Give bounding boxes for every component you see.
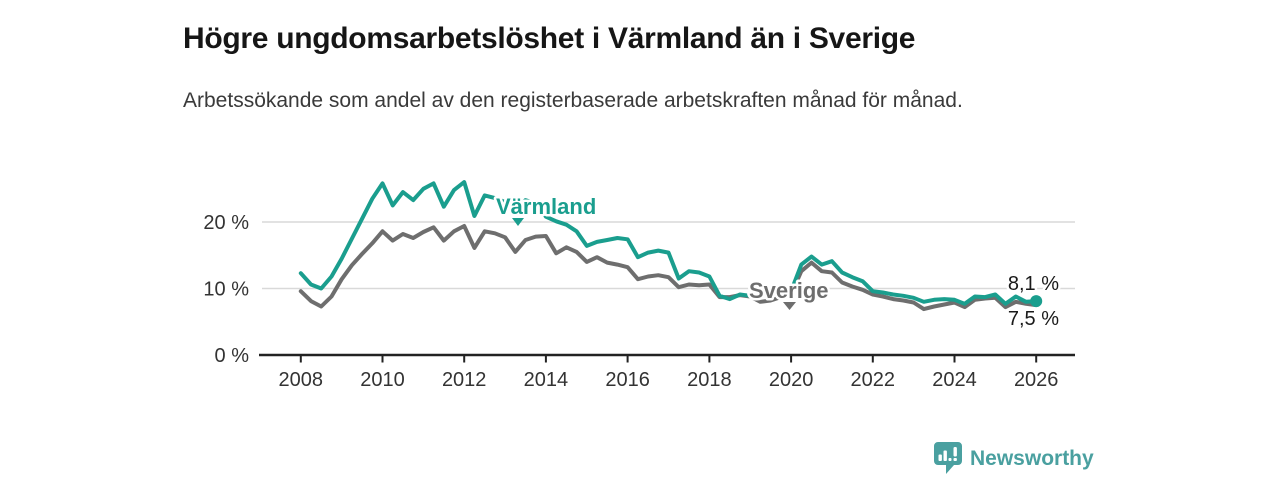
x-axis-label: 2020 bbox=[769, 369, 814, 391]
newsworthy-logo-icon bbox=[934, 442, 962, 474]
y-axis-label: 10 % bbox=[203, 279, 249, 301]
x-axis-label: 2024 bbox=[932, 369, 977, 391]
newsworthy-logo[interactable]: Newsworthy bbox=[933, 441, 1113, 477]
varmland-label-pointer-icon bbox=[512, 218, 524, 226]
y-axis-label: 0 % bbox=[215, 345, 250, 367]
varmland-end-value-label: 8,1 % bbox=[1008, 273, 1059, 295]
x-axis-label: 2014 bbox=[524, 369, 569, 391]
x-axis-label: 2026 bbox=[1014, 369, 1059, 391]
chart-subtitle: Arbetssökande som andel av den registerb… bbox=[183, 89, 963, 112]
y-axis-label: 20 % bbox=[203, 212, 249, 234]
x-axis-label: 2012 bbox=[442, 369, 487, 391]
varmland-series-label: Värmland bbox=[496, 194, 596, 219]
sverige-line bbox=[298, 224, 1039, 312]
x-axis-label: 2018 bbox=[687, 369, 732, 391]
sverige-series-label: Sverige bbox=[749, 278, 829, 303]
sverige-label-pointer-icon bbox=[783, 302, 796, 310]
vrmland-line bbox=[298, 180, 1039, 306]
x-axis-label: 2010 bbox=[360, 369, 405, 391]
sverige-end-value-label: 7,5 % bbox=[1008, 308, 1059, 330]
x-axis-label: 2008 bbox=[279, 369, 324, 391]
varmland-end-dot bbox=[1030, 295, 1043, 308]
x-axis-label: 2016 bbox=[605, 369, 650, 391]
x-axis-label: 2022 bbox=[851, 369, 896, 391]
newsworthy-brand-text: Newsworthy bbox=[970, 447, 1094, 470]
chart-title: Högre ungdomsarbetslöshet i Värmland än … bbox=[183, 22, 916, 56]
